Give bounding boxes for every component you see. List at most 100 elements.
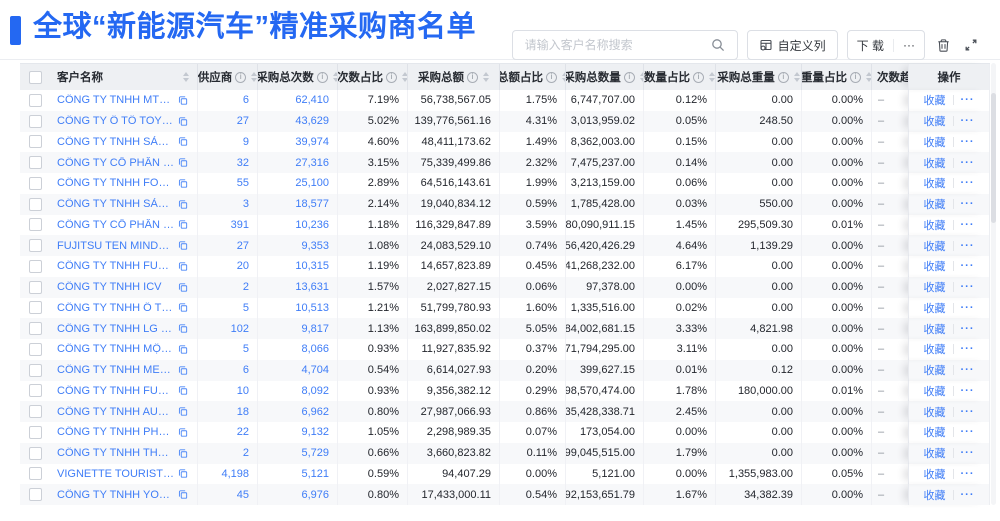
row-more-button[interactable]: ··· [960,467,975,480]
row-checkbox[interactable] [28,93,42,107]
copy-icon[interactable] [178,261,188,272]
copy-icon[interactable] [178,136,188,147]
purchase_count-link-value[interactable]: 9,817 [301,322,329,335]
supplier-link-value[interactable]: 5 [242,343,249,356]
supplier-link-value[interactable]: 6 [242,94,249,107]
favorite-button[interactable]: 收藏 [923,178,946,191]
row-more-button[interactable]: ··· [960,218,975,231]
copy-icon[interactable] [178,448,188,459]
row-checkbox[interactable] [28,156,42,170]
company-name-link[interactable]: CÔNG TY TNHH FURUKAWA A... [57,384,174,397]
more-actions-button[interactable]: ··· [894,38,924,52]
supplier-link-value[interactable]: 6 [242,364,249,377]
column-header-amount[interactable]: 采购总额 i [408,64,500,90]
favorite-button[interactable]: 收藏 [923,282,946,295]
copy-icon[interactable] [178,365,188,376]
purchase_count-sort-icon[interactable] [332,72,337,82]
favorite-button[interactable]: 收藏 [923,116,946,129]
vertical-scrollbar-track[interactable] [991,63,996,505]
row-more-button[interactable]: ··· [960,322,975,335]
column-header-supplier[interactable]: 供应商 i [198,64,258,90]
supplier-link-value[interactable]: 27 [236,239,249,252]
purchase_count-link-value[interactable]: 5,121 [301,467,329,480]
row-more-button[interactable]: ··· [960,301,975,314]
count_pct-info-icon[interactable]: i [386,71,397,83]
supplier-link-value[interactable]: 27 [236,115,249,128]
supplier-link-value[interactable]: 3 [242,198,249,211]
custom-columns-button[interactable]: 自定义列 [746,30,838,60]
copy-icon[interactable] [178,199,188,210]
select-all-checkbox[interactable] [28,70,42,84]
supplier-link-value[interactable]: 22 [236,426,249,439]
company-name-link[interactable]: CÔNG TY TNHH FURUKAWA A... [57,260,174,273]
purchase_count-link-value[interactable]: 4,704 [301,364,329,377]
purchase_count-link-value[interactable]: 43,629 [295,115,329,128]
supplier-sort-icon[interactable] [251,72,257,82]
purchase_count-link-value[interactable]: 9,132 [301,426,329,439]
column-header-name[interactable]: 客户名称 [50,64,198,90]
download-button[interactable]: 下 载 [848,37,893,54]
row-more-button[interactable]: ··· [960,364,975,377]
row-checkbox[interactable] [28,135,42,149]
supplier-link-value[interactable]: 5 [242,301,249,314]
purchase_count-link-value[interactable]: 18,577 [295,198,329,211]
row-more-button[interactable]: ··· [960,177,975,190]
row-checkbox[interactable] [28,114,42,128]
row-checkbox[interactable] [28,322,42,336]
row-checkbox[interactable] [28,176,42,190]
purchase_count-link-value[interactable]: 6,976 [301,488,329,501]
supplier-link-value[interactable]: 55 [236,177,249,190]
row-more-button[interactable]: ··· [960,426,975,439]
favorite-button[interactable]: 收藏 [923,323,946,336]
supplier-link-value[interactable]: 9 [242,135,249,148]
column-header-weight_pct[interactable]: 重量占比 i [802,64,872,90]
supplier-link-value[interactable]: 10 [236,384,249,397]
copy-icon[interactable] [178,427,188,438]
purchase_count-link-value[interactable]: 25,100 [295,177,329,190]
company-name-link[interactable]: CÔNG TY TNHH LG ELECTRON... [57,322,174,335]
row-checkbox[interactable] [28,446,42,460]
search-icon[interactable] [709,36,727,54]
row-more-button[interactable]: ··· [960,260,975,273]
copy-icon[interactable] [178,468,188,479]
company-name-link[interactable]: CÔNG TY TNHH YOKOWO VIỆT... [57,488,174,501]
purchase_count-link-value[interactable]: 10,315 [295,260,329,273]
favorite-button[interactable]: 收藏 [923,219,946,232]
company-name-link[interactable]: CÔNG TY TNHH PHÂN PHỐI T... [57,426,174,439]
company-name-link[interactable]: CÔNG TY TNHH AUTEL VIỆT N... [57,405,174,418]
delete-button[interactable] [934,36,953,55]
favorite-button[interactable]: 收藏 [923,365,946,378]
row-checkbox[interactable] [28,488,42,502]
copy-icon[interactable] [178,178,188,189]
supplier-link-value[interactable]: 4,198 [221,467,249,480]
favorite-button[interactable]: 收藏 [923,136,946,149]
favorite-button[interactable]: 收藏 [923,344,946,357]
row-checkbox[interactable] [28,259,42,273]
purchase_count-link-value[interactable]: 8,092 [301,384,329,397]
row-more-button[interactable]: ··· [960,447,975,460]
supplier-info-icon[interactable]: i [235,71,247,83]
supplier-link-value[interactable]: 2 [242,281,249,294]
vertical-scrollbar-thumb[interactable] [991,93,996,223]
column-header-weight[interactable]: 采购总重量 i [716,64,802,90]
favorite-button[interactable]: 收藏 [923,406,946,419]
row-more-button[interactable]: ··· [960,343,975,356]
favorite-button[interactable]: 收藏 [923,427,946,440]
purchase_count-link-value[interactable]: 10,236 [295,218,329,231]
amount_pct-sort-icon[interactable] [562,72,565,82]
row-checkbox[interactable] [28,301,42,315]
company-name-link[interactable]: FUJITSU TEN MINDA INDIA PVT... [57,239,174,252]
favorite-button[interactable]: 收藏 [923,95,946,108]
favorite-button[interactable]: 收藏 [923,385,946,398]
copy-icon[interactable] [178,282,188,293]
search-input[interactable] [522,37,709,53]
quantity-info-icon[interactable]: i [623,71,635,83]
quantity_pct-sort-icon[interactable] [709,72,715,82]
row-more-button[interactable]: ··· [960,198,975,211]
company-name-link[interactable]: CÔNG TY TNHH ICV [57,281,162,294]
supplier-link-value[interactable]: 102 [230,322,249,335]
row-checkbox[interactable] [28,239,42,253]
supplier-link-value[interactable]: 45 [236,488,249,501]
row-more-button[interactable]: ··· [960,115,975,128]
company-name-link[interactable]: CÔNG TY TNHH Ô TÔ MITSUBI... [57,301,174,314]
